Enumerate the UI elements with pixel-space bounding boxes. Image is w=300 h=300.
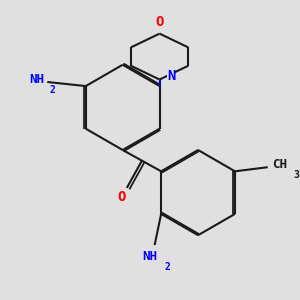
Text: O: O [155,15,164,29]
Text: 2: 2 [49,85,55,95]
Text: 3: 3 [293,170,299,180]
Text: O: O [118,190,126,204]
Text: CH: CH [272,158,287,171]
Text: 2: 2 [165,262,171,272]
Text: NH: NH [142,250,157,263]
Text: NH: NH [29,73,44,86]
Text: N: N [167,69,175,83]
